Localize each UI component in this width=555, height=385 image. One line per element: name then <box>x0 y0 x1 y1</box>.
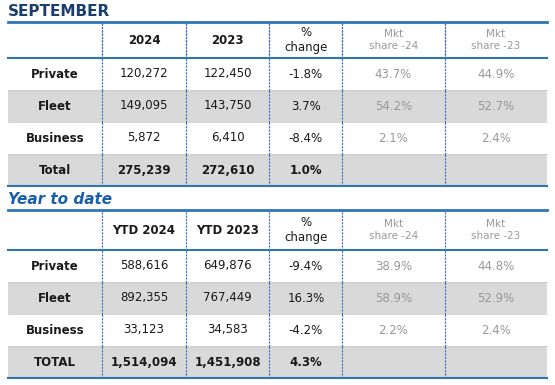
Text: 767,449: 767,449 <box>203 291 252 305</box>
Bar <box>8 250 547 282</box>
Text: 43.7%: 43.7% <box>375 67 412 80</box>
Text: 2023: 2023 <box>211 33 244 47</box>
Text: 1,514,094: 1,514,094 <box>111 355 178 368</box>
Text: 16.3%: 16.3% <box>287 291 325 305</box>
Text: 58.9%: 58.9% <box>375 291 412 305</box>
Text: Fleet: Fleet <box>38 99 72 112</box>
Text: -9.4%: -9.4% <box>289 259 323 273</box>
Text: 44.9%: 44.9% <box>477 67 514 80</box>
Text: 52.9%: 52.9% <box>477 291 514 305</box>
Text: Private: Private <box>31 259 79 273</box>
Text: SEPTEMBER: SEPTEMBER <box>8 4 110 19</box>
Bar <box>8 122 547 154</box>
Text: 149,095: 149,095 <box>120 99 168 112</box>
Text: Fleet: Fleet <box>38 291 72 305</box>
Text: Mkt
share -24: Mkt share -24 <box>369 219 418 241</box>
Bar <box>8 154 547 186</box>
Text: 54.2%: 54.2% <box>375 99 412 112</box>
Text: -1.8%: -1.8% <box>289 67 323 80</box>
Text: 6,410: 6,410 <box>211 132 244 144</box>
Text: 44.8%: 44.8% <box>477 259 514 273</box>
Bar <box>8 282 547 314</box>
Text: %
change: % change <box>284 26 327 54</box>
Bar <box>8 314 547 346</box>
Text: Business: Business <box>26 132 84 144</box>
Text: Mkt
share -24: Mkt share -24 <box>369 29 418 51</box>
Text: 120,272: 120,272 <box>120 67 168 80</box>
Text: YTD 2023: YTD 2023 <box>196 224 259 236</box>
Text: 892,355: 892,355 <box>120 291 168 305</box>
Text: 1.0%: 1.0% <box>290 164 322 176</box>
Text: Mkt
share -23: Mkt share -23 <box>471 219 521 241</box>
Text: 52.7%: 52.7% <box>477 99 514 112</box>
Text: 275,239: 275,239 <box>117 164 171 176</box>
Text: YTD 2024: YTD 2024 <box>113 224 175 236</box>
Text: Private: Private <box>31 67 79 80</box>
Text: 588,616: 588,616 <box>120 259 168 273</box>
Text: 1,451,908: 1,451,908 <box>194 355 261 368</box>
Text: 143,750: 143,750 <box>204 99 252 112</box>
Text: TOTAL: TOTAL <box>34 355 76 368</box>
Text: 2.1%: 2.1% <box>379 132 408 144</box>
Text: -4.2%: -4.2% <box>289 323 323 336</box>
Text: 272,610: 272,610 <box>201 164 254 176</box>
Text: 3.7%: 3.7% <box>291 99 321 112</box>
Bar <box>8 346 547 378</box>
Text: 2.4%: 2.4% <box>481 132 511 144</box>
Text: 4.3%: 4.3% <box>289 355 322 368</box>
Text: -8.4%: -8.4% <box>289 132 323 144</box>
Bar <box>8 58 547 90</box>
Text: 5,872: 5,872 <box>127 132 161 144</box>
Text: Total: Total <box>39 164 71 176</box>
Bar <box>8 90 547 122</box>
Text: 38.9%: 38.9% <box>375 259 412 273</box>
Text: %
change: % change <box>284 216 327 244</box>
Text: 2.4%: 2.4% <box>481 323 511 336</box>
Text: Year to date: Year to date <box>8 192 112 207</box>
Text: Business: Business <box>26 323 84 336</box>
Text: 34,583: 34,583 <box>207 323 248 336</box>
Text: 122,450: 122,450 <box>203 67 252 80</box>
Text: 649,876: 649,876 <box>203 259 252 273</box>
Text: Mkt
share -23: Mkt share -23 <box>471 29 521 51</box>
Text: 2.2%: 2.2% <box>379 323 408 336</box>
Text: 33,123: 33,123 <box>124 323 164 336</box>
Text: 2024: 2024 <box>128 33 160 47</box>
